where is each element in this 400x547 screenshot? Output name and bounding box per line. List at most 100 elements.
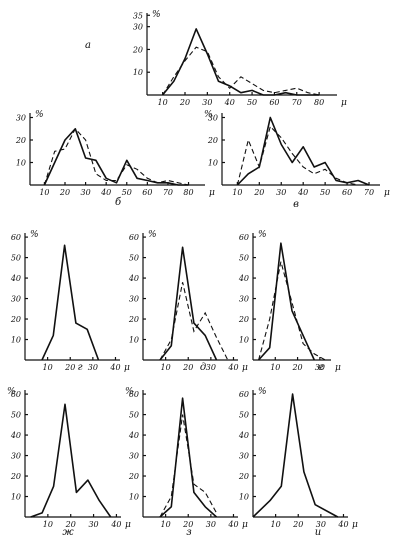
- y-unit-label: %: [35, 110, 44, 120]
- y-tick-label: 10: [239, 493, 249, 502]
- y-unit-label: %: [7, 387, 16, 397]
- y-tick-label: 50: [11, 411, 21, 420]
- x-tick-label: 30: [202, 98, 212, 107]
- y-tick-label: 10: [133, 68, 143, 77]
- y-tick-label: 30: [133, 23, 143, 32]
- y-tick-label: 60: [129, 390, 139, 399]
- y-tick-label: 10: [129, 493, 139, 502]
- x-tick-label: 30: [88, 520, 98, 529]
- y-tick-label: 30: [16, 114, 26, 123]
- y-tick-label: 60: [11, 390, 21, 399]
- y-tick-label: 60: [239, 233, 249, 242]
- panel-label: а: [85, 40, 91, 51]
- panel-label: з: [186, 527, 191, 538]
- y-tick-label: 50: [129, 254, 139, 263]
- x-tick-label: 30: [276, 188, 286, 197]
- x-tick-label: 10: [270, 363, 280, 372]
- x-tick-label: 20: [292, 520, 303, 529]
- x-tick-label: 30: [88, 363, 98, 372]
- panel-label: б: [115, 197, 122, 208]
- panel-z: 10 20 30 40 μ 10 20 30 40 50 60% з: [125, 387, 248, 538]
- x-tick-label: 10: [39, 188, 49, 197]
- x-tick-label: 20: [253, 188, 264, 197]
- y-tick-label: 10: [11, 493, 21, 502]
- x-tick-label: 10: [158, 98, 168, 107]
- y-tick-label: 50: [239, 411, 249, 420]
- y-tick-label: 30: [11, 295, 21, 304]
- x-tick-label: 50: [320, 188, 330, 197]
- x-unit-label: μ: [352, 520, 358, 530]
- y-tick-label: 20: [132, 45, 143, 54]
- y-tick-label: 30: [208, 114, 218, 123]
- y-tick-label: 10: [11, 336, 21, 345]
- y-tick-label: 30: [239, 452, 249, 461]
- x-tick-label: 20: [179, 98, 190, 107]
- x-tick-label: 40: [227, 520, 238, 529]
- y-tick-label: 20: [10, 315, 21, 324]
- x-unit-label: μ: [341, 98, 347, 108]
- panel-d: 10 20 30 40 μ 10 20 30 40 50 60 % д: [128, 230, 248, 373]
- y-tick-label: 20: [238, 315, 249, 324]
- x-tick-label: 40: [297, 188, 308, 197]
- y-unit-label: %: [30, 230, 39, 240]
- panel-label: г: [77, 362, 82, 373]
- y-tick-label: 50: [11, 254, 21, 263]
- x-tick-label: 10: [161, 363, 171, 372]
- x-tick-label: 40: [224, 98, 235, 107]
- y-tick-label: 20: [128, 315, 139, 324]
- panel-label: е: [318, 362, 324, 373]
- x-tick-label: 10: [232, 188, 242, 197]
- y-tick-label: 20: [207, 136, 218, 145]
- x-tick-label: 40: [227, 363, 238, 372]
- series-line-dashed: [43, 127, 189, 186]
- y-tick-label: 10: [208, 159, 218, 168]
- y-tick-label: 40: [10, 431, 21, 440]
- panel-label: д: [200, 362, 206, 373]
- x-tick-label: 10: [43, 520, 53, 529]
- series-line-dashed: [159, 414, 217, 518]
- y-unit-label: %: [204, 110, 213, 120]
- x-tick-label: 60: [342, 188, 352, 197]
- y-tick-label: 20: [128, 472, 139, 481]
- x-tick-label: 80: [183, 188, 193, 197]
- y-tick-label: 30: [239, 295, 249, 304]
- panel-v: 10 20 30 40 50 60 70 μ 10 20 30% в: [204, 110, 390, 210]
- y-tick-label: 40: [238, 274, 249, 283]
- x-tick-label: 20: [291, 363, 302, 372]
- x-tick-label: 70: [163, 188, 173, 197]
- panel-label: и: [315, 527, 321, 538]
- series-line-solid: [258, 242, 316, 361]
- x-tick-label: 20: [59, 188, 70, 197]
- x-tick-label: 40: [109, 363, 120, 372]
- y-tick-label: 30: [129, 295, 139, 304]
- x-tick-label: 30: [206, 520, 216, 529]
- x-tick-label: 70: [364, 188, 374, 197]
- y-tick-label: 40: [128, 431, 139, 440]
- y-tick-label: 60: [239, 390, 249, 399]
- x-tick-label: 20: [182, 520, 193, 529]
- x-unit-label: μ: [124, 363, 130, 373]
- x-tick-label: 40: [110, 520, 121, 529]
- y-tick-label: 35: [133, 11, 143, 20]
- x-tick-label: 20: [65, 520, 76, 529]
- y-tick-label: 50: [129, 411, 139, 420]
- series-line-dashed: [258, 261, 326, 361]
- panel-g: 10 20 30 40 μ 10 20 30 40 50 60 % г: [10, 230, 130, 373]
- y-tick-label: 20: [15, 136, 26, 145]
- x-tick-label: 40: [337, 520, 348, 529]
- panel-b: 10 20 30 40 50 60 70 80 μ 10 20 30 % б: [15, 110, 215, 208]
- x-tick-label: 40: [100, 188, 111, 197]
- x-tick-label: 60: [142, 188, 152, 197]
- y-tick-label: 20: [238, 472, 249, 481]
- x-unit-label: μ: [335, 363, 341, 373]
- series-line-solid: [159, 246, 218, 361]
- y-tick-label: 30: [129, 452, 139, 461]
- y-unit-label: %: [125, 387, 134, 397]
- series-line-solid: [161, 28, 320, 96]
- panel-zh: 10 20 30 40 μ 10 20 30 40 50 60% ж: [7, 387, 131, 538]
- x-tick-label: 10: [43, 363, 53, 372]
- x-unit-label: μ: [242, 363, 248, 373]
- x-tick-label: 30: [316, 520, 326, 529]
- y-tick-label: 50: [239, 254, 249, 263]
